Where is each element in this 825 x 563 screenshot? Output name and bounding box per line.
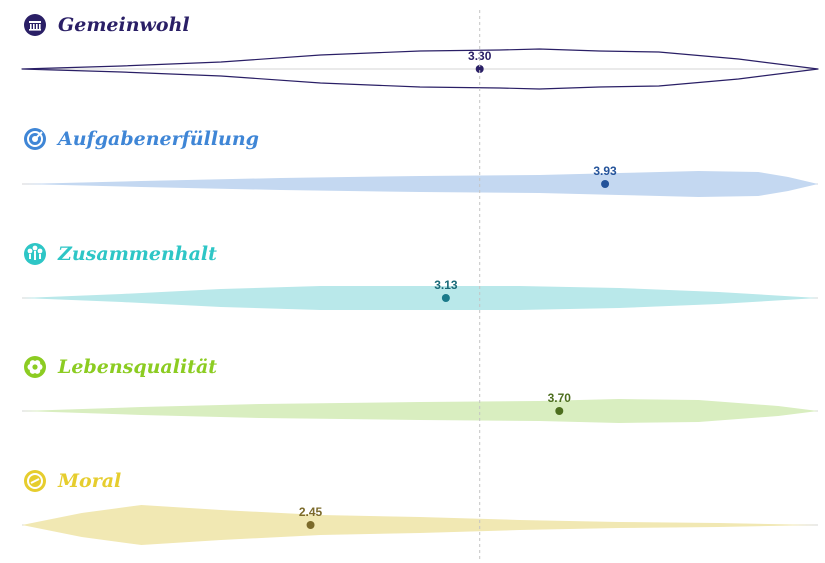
value-label: 2.45: [299, 505, 323, 519]
row-title: Zusammenhalt: [57, 243, 217, 265]
row-title: Gemeinwohl: [58, 14, 190, 36]
row-aufgabenerfüllung: 3.93 Aufgabenerfüllung: [22, 128, 818, 197]
mean-dot: [555, 407, 564, 415]
row-title: Aufgabenerfüllung: [56, 128, 259, 150]
violin-aufgabenerfüllung: [22, 171, 818, 197]
row-title: Lebensqualität: [57, 356, 217, 378]
moral-icon: [24, 470, 46, 492]
row-gemeinwohl: 3.30 Gemeinwohl: [21, 14, 819, 90]
value-label: 3.70: [548, 391, 572, 405]
flower-icon: [24, 356, 46, 378]
violin-gemeinwohl: [21, 48, 819, 90]
building-icon: [24, 14, 46, 36]
row-title: Moral: [57, 470, 121, 492]
target-icon: [24, 128, 46, 150]
violin-moral: [22, 505, 818, 545]
mean-dot: [441, 294, 450, 302]
people-icon: [24, 243, 46, 265]
value-label: 3.30: [468, 49, 492, 63]
row-moral: 2.45 Moral: [22, 470, 818, 545]
mean-dot: [475, 65, 484, 73]
value-label: 3.93: [593, 164, 617, 178]
value-label: 3.13: [434, 278, 458, 292]
mean-dot: [306, 521, 315, 529]
row-zusammenhalt: 3.13 Zusammenhalt: [22, 243, 818, 310]
row-lebensqualität: 3.70 Lebensqualität: [22, 356, 818, 423]
violin-lebensqualität: [22, 399, 818, 423]
mean-dot: [601, 180, 610, 188]
violin-zusammenhalt: [22, 286, 818, 310]
